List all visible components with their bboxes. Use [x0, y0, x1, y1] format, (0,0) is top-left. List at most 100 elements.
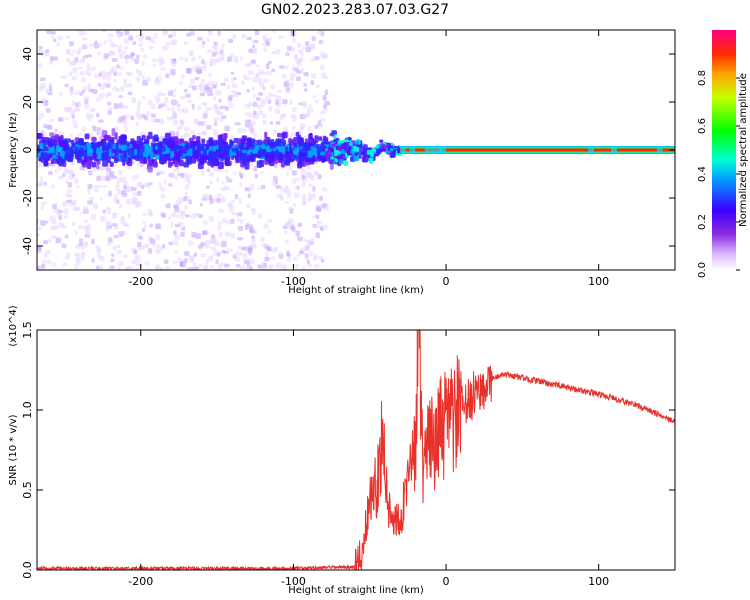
- heatmap-cell: [269, 264, 275, 269]
- heatmap-cell: [257, 139, 263, 146]
- heatmap-cell: [288, 82, 294, 89]
- heatmap-cell: [146, 111, 151, 116]
- heatmap-cell: [37, 226, 43, 231]
- figure-title: GN02.2023.283.07.03.G27: [261, 2, 449, 18]
- heatmap-cell: [182, 107, 189, 114]
- heatmap-cell: [69, 52, 74, 57]
- heatmap-cell: [197, 132, 204, 136]
- heatmap-cell: [58, 215, 63, 221]
- heatmap-cell: [134, 267, 140, 270]
- heatmap-cell: [202, 113, 208, 119]
- heatmap-cell: [252, 138, 256, 143]
- heatmap-cell: [247, 154, 252, 161]
- heatmap-cell: [279, 146, 285, 151]
- heatmap-cell: [84, 104, 90, 109]
- heatmap-cell: [296, 254, 301, 258]
- heatmap-cell: [185, 93, 191, 98]
- heatmap-cell: [39, 77, 46, 82]
- heatmap-cell: [206, 168, 211, 173]
- heatmap-cell: [66, 57, 70, 63]
- heatmap-cell: [109, 41, 114, 46]
- heatmap-cell: [45, 220, 49, 224]
- heatmap-cell: [86, 143, 92, 150]
- colorbar-tick-label: 0.2: [697, 214, 708, 230]
- heatmap-cell: [282, 73, 287, 79]
- snr-x-tick-label: 100: [588, 575, 609, 588]
- colorbar-tick-label: 0.6: [697, 118, 708, 134]
- heatmap-cell: [96, 252, 102, 258]
- heatmap-cell: [87, 83, 91, 89]
- heatmap-cell: [249, 266, 253, 270]
- heatmap-cell: [294, 263, 299, 269]
- heatmap-cell: [124, 267, 129, 270]
- heatmap-cell: [48, 85, 53, 92]
- heatmap-cell: [101, 152, 107, 160]
- heatmap-cell: [177, 128, 181, 134]
- heatmap-cell: [99, 264, 104, 270]
- heatmap-y-label: Frequency (Hz): [8, 112, 19, 188]
- heatmap-cell: [329, 163, 334, 170]
- heatmap-cell: [110, 258, 115, 263]
- heatmap-cell: [132, 99, 137, 104]
- heatmap-cell: [293, 53, 298, 59]
- heatmap-cell: [298, 137, 304, 142]
- heatmap-cell: [244, 187, 250, 192]
- heatmap-cell: [283, 230, 288, 235]
- heatmap-cell: [139, 163, 144, 168]
- heatmap-cell: [171, 212, 176, 218]
- heatmap-cell: [154, 154, 160, 160]
- heatmap-cell: [184, 57, 189, 63]
- heatmap-cell: [112, 43, 119, 48]
- heatmap-cell: [202, 148, 207, 156]
- heatmap-cell: [248, 258, 255, 265]
- heatmap-cell: [265, 251, 269, 257]
- heatmap-cell: [284, 239, 289, 244]
- heatmap-cell: [113, 212, 118, 219]
- heatmap-cell: [132, 175, 137, 181]
- heatmap-cell: [257, 186, 264, 190]
- heatmap-cell: [322, 138, 329, 144]
- heatmap-cell: [165, 266, 171, 270]
- heatmap-cell: [270, 93, 277, 97]
- heatmap-cell: [84, 234, 91, 238]
- heatmap-cell: [178, 199, 183, 205]
- heatmap-cell: [92, 203, 98, 209]
- heatmap-cell: [42, 201, 48, 205]
- heatmap-cell: [272, 129, 278, 134]
- heatmap-cell: [206, 37, 210, 42]
- heatmap-cell: [191, 31, 196, 37]
- heatmap-cell: [289, 72, 296, 78]
- heatmap-cell: [94, 73, 100, 79]
- heatmap-cell: [190, 213, 197, 219]
- heatmap-cell: [109, 51, 116, 57]
- heatmap-cell: [151, 58, 158, 63]
- heatmap-cell: [362, 147, 367, 153]
- heatmap-cell: [199, 92, 205, 97]
- heatmap-cell: [209, 61, 213, 67]
- heatmap-cell: [93, 40, 98, 45]
- heatmap-cell: [252, 77, 258, 83]
- heatmap-cell: [291, 227, 296, 232]
- heatmap-cell: [116, 181, 120, 188]
- heatmap-cell: [136, 255, 141, 262]
- heatmap-cell: [282, 131, 288, 139]
- heatmap-cell: [150, 117, 157, 123]
- heatmap-cell: [242, 153, 248, 158]
- heatmap-cell: [213, 41, 217, 46]
- heatmap-cell: [257, 92, 264, 96]
- heatmap-cell: [238, 143, 244, 149]
- colorbar-label: Normalized spectral amplitude: [738, 73, 749, 227]
- heatmap-cell: [172, 39, 178, 46]
- heatmap-cell: [87, 200, 93, 205]
- heatmap-cell: [200, 242, 206, 247]
- heatmap-cell: [267, 60, 272, 65]
- heatmap-cell: [310, 175, 315, 181]
- heatmap-cell: [157, 145, 163, 154]
- heatmap-cell: [217, 30, 221, 36]
- heatmap-cell: [55, 237, 62, 244]
- heatmap-cell: [74, 146, 79, 154]
- heatmap-cell: [38, 113, 45, 118]
- heatmap-cell: [220, 133, 227, 141]
- heatmap-cell: [323, 205, 330, 211]
- heatmap-cell: [216, 253, 221, 257]
